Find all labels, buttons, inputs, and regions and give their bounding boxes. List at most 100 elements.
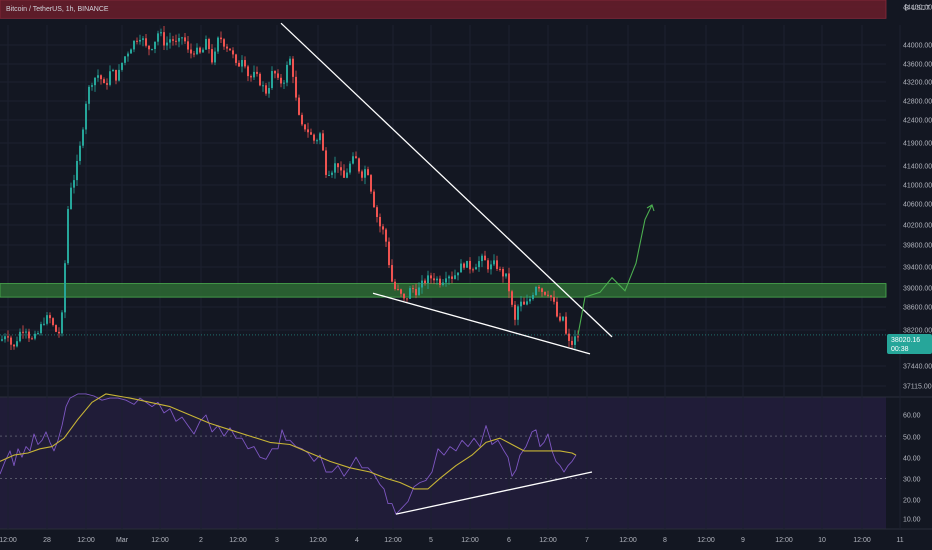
drawing-layer[interactable] <box>280 22 655 515</box>
candle-body <box>523 301 525 305</box>
price-tick-label: 43600.00 <box>903 62 932 69</box>
candle-body <box>91 85 93 87</box>
time-tick-label: 5 <box>429 537 433 544</box>
rsi-series[interactable] <box>0 393 886 515</box>
candle-body <box>382 226 384 230</box>
time-tick-label: 8 <box>663 537 667 544</box>
candle-body <box>214 51 216 63</box>
candle-body <box>343 170 345 178</box>
candle-body <box>244 60 246 67</box>
candle-body <box>187 41 189 50</box>
candle-body <box>1 339 3 341</box>
candle-body <box>571 340 573 345</box>
rsi-tick-label: 30.00 <box>903 477 921 484</box>
candle-body <box>58 331 60 334</box>
rsi-tick-label: 20.00 <box>903 498 921 505</box>
candle-body <box>208 39 210 50</box>
candle-body <box>424 280 426 284</box>
candle-body <box>37 333 39 335</box>
rsi-axis[interactable]: 60.00 50.00 40.00 30.00 20.00 10.00 <box>903 413 921 524</box>
candle-body <box>448 276 450 279</box>
candle-body <box>79 145 81 161</box>
candle-body <box>142 38 144 40</box>
candle-body <box>199 47 201 53</box>
candle-body <box>70 187 72 210</box>
candle-body <box>148 45 150 50</box>
currency-code: USDT <box>911 5 931 12</box>
currency-prefix: ₿ <box>904 4 911 12</box>
price-tick-label: 41400.00 <box>903 164 932 171</box>
price-tick-label: 43200.00 <box>903 80 932 87</box>
candle-body <box>43 323 45 325</box>
price-tick-label: 39400.00 <box>903 265 932 272</box>
time-tick-label: 12:00 <box>619 537 637 544</box>
candlestick-series[interactable] <box>0 26 886 350</box>
candle-body <box>469 260 471 270</box>
time-axis[interactable]: 12:00 28 12:00 Mar 12:00 2 12:00 3 12:00 4 12:00 5 1… <box>0 537 904 544</box>
time-tick-label: 12:00 <box>309 537 327 544</box>
candle-body <box>313 134 315 141</box>
rsi-ma-line[interactable] <box>0 393 577 490</box>
rsi-support-trendline[interactable] <box>395 471 593 515</box>
candle-body <box>169 39 171 43</box>
candle-body <box>550 295 552 298</box>
price-tick-label: 44400.00 <box>903 5 932 12</box>
candle-body <box>193 53 195 55</box>
candle-body <box>451 276 453 279</box>
candle-body <box>262 85 264 87</box>
candle-body <box>31 338 33 340</box>
candle-body <box>130 49 132 54</box>
time-tick-label: 12:00 <box>384 537 402 544</box>
price-scale-background[interactable] <box>886 0 932 550</box>
candle-body <box>442 282 444 285</box>
candle-body <box>433 278 435 281</box>
candle-body <box>472 269 474 271</box>
time-tick-label: 2 <box>199 537 203 544</box>
candle-body <box>223 39 225 47</box>
candle-body <box>286 64 288 83</box>
candle-body <box>277 73 279 78</box>
candle-body <box>94 77 96 86</box>
time-tick-label: 12:00 <box>775 537 793 544</box>
time-tick-label: 12:00 <box>853 537 871 544</box>
time-tick-label: 4 <box>355 537 359 544</box>
candle-body <box>40 324 42 334</box>
resistance-zone[interactable] <box>0 0 887 19</box>
candle-body <box>220 37 222 40</box>
price-tick-label: 38600.00 <box>903 305 932 312</box>
candle-body <box>55 325 57 332</box>
candle-body <box>25 331 27 333</box>
candle-body <box>379 216 381 227</box>
lower-support-trendline[interactable] <box>372 292 591 355</box>
candle-body <box>538 286 540 289</box>
symbol-title[interactable]: Bitcoin / TetherUS, 1h, BINANCE <box>6 6 109 13</box>
candle-body <box>541 288 543 292</box>
candle-body <box>49 315 51 319</box>
candle-body <box>367 169 369 176</box>
upper-resistance-trendline[interactable] <box>280 22 613 338</box>
candle-body <box>238 62 240 67</box>
price-tick-label: 42400.00 <box>903 118 932 125</box>
candle-body <box>397 289 399 291</box>
candle-body <box>517 306 519 320</box>
candle-body <box>556 301 558 317</box>
time-tick-label: 12:00 <box>77 537 95 544</box>
price-tick-label: 38200.00 <box>903 328 932 335</box>
candle-body <box>337 163 339 168</box>
currency-label[interactable]: ₿ USDT ⊙ <box>904 4 932 12</box>
candle-body <box>334 163 336 173</box>
price-axis[interactable]: 44400.00 44000.00 43600.00 43200.00 42800.00… <box>903 5 932 391</box>
candle-body <box>478 261 480 268</box>
candle-body <box>484 255 486 261</box>
candle-body <box>544 291 546 295</box>
candle-body <box>7 336 9 338</box>
candle-body <box>178 37 180 42</box>
time-tick-label: 12:00 <box>539 537 557 544</box>
candle-body <box>352 156 354 164</box>
time-tick-label: 12:00 <box>697 537 715 544</box>
projection-path[interactable] <box>577 204 653 336</box>
candle-body <box>97 75 99 78</box>
candle-body <box>445 278 447 283</box>
candle-body <box>319 133 321 141</box>
